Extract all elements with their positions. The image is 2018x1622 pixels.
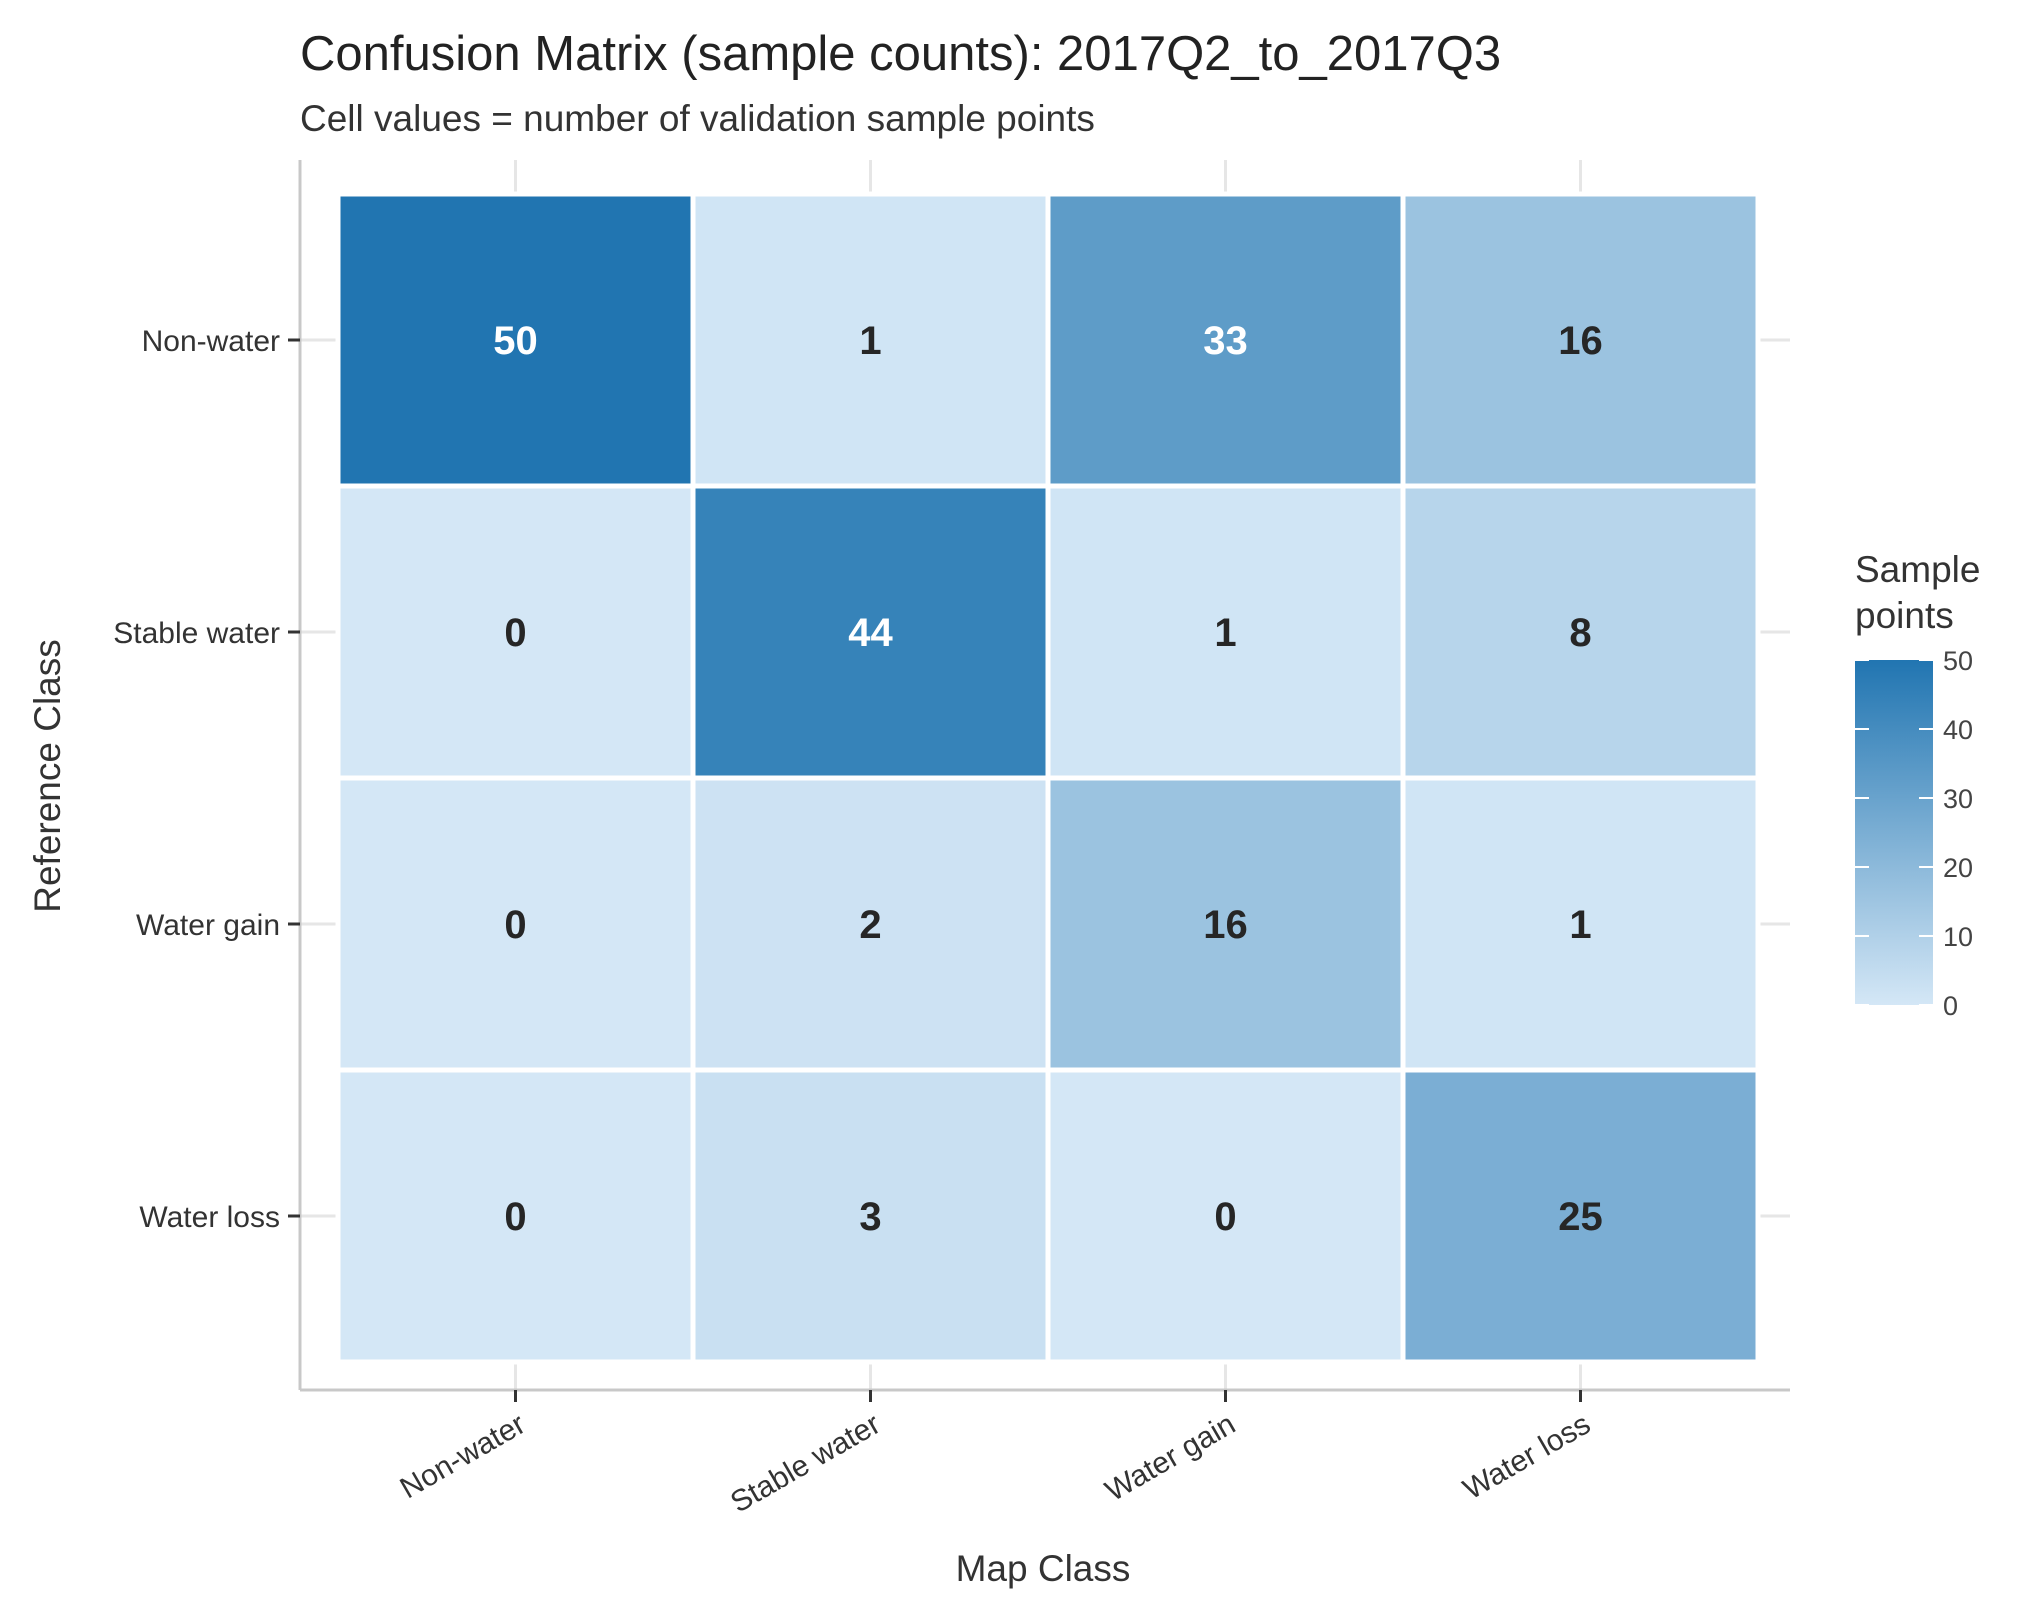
cell-value-label: 16 <box>1558 319 1603 363</box>
cell-value-label: 1 <box>1214 611 1236 655</box>
legend-tick-label: 20 <box>1943 853 1973 883</box>
heatmap-cell <box>1045 775 1406 1073</box>
legend-tick-label: 0 <box>1943 991 1958 1021</box>
heatmap-cell <box>335 1067 696 1365</box>
heatmap-cell <box>1045 1067 1406 1365</box>
x-tick-label: Water loss <box>1458 1407 1596 1506</box>
y-tick-labels: Non-water Stable water Water gain Water los… <box>113 325 280 1234</box>
cell-value-label: 0 <box>504 903 526 947</box>
cell-value-label: 50 <box>493 319 538 363</box>
x-tick-label: Stable water <box>725 1407 886 1519</box>
cell-value-label: 16 <box>1203 903 1248 947</box>
x-tick-label: Water gain <box>1100 1407 1241 1508</box>
color-legend: Sample points 0 10 20 30 40 50 <box>1855 549 1980 1021</box>
x-axis-title: Map Class <box>956 1548 1131 1589</box>
legend-title-line-1: Sample <box>1855 549 1980 590</box>
cell-value-label: 2 <box>859 903 881 947</box>
chart-subtitle: Cell values = number of validation sampl… <box>300 98 1095 139</box>
heatmap-cell <box>1400 1067 1761 1365</box>
legend-tick-label: 30 <box>1943 784 1973 814</box>
x-tick-labels: Non-water Stable water Water gain Water los… <box>395 1407 1596 1519</box>
heatmap-cell <box>690 1067 1051 1365</box>
x-tick-label: Non-water <box>395 1407 531 1505</box>
cell-value-label: 0 <box>504 611 526 655</box>
legend-title-line-2: points <box>1855 595 1954 636</box>
cell-value-label: 25 <box>1558 1195 1603 1239</box>
axes <box>288 160 1790 1402</box>
chart-title: Confusion Matrix (sample counts): 2017Q2… <box>300 27 1501 81</box>
cell-value-label: 33 <box>1203 319 1248 363</box>
y-tick-label: Water loss <box>139 1201 280 1234</box>
legend-tick-label: 40 <box>1943 715 1973 745</box>
cell-value-label: 1 <box>1569 903 1591 947</box>
legend-colorbar <box>1855 660 1933 1005</box>
legend-tick-label: 10 <box>1943 922 1973 952</box>
heatmap-cell <box>1400 775 1761 1073</box>
cell-value-label: 44 <box>848 611 893 655</box>
heatmap-cell <box>335 191 696 489</box>
heatmap-cell <box>690 483 1051 781</box>
y-tick-label: Water gain <box>136 909 280 942</box>
legend-tick-label: 50 <box>1943 646 1973 676</box>
y-tick-label: Non-water <box>142 325 280 358</box>
heatmap-cell <box>1400 191 1761 489</box>
y-axis-title: Reference Class <box>27 639 68 913</box>
heatmap-cells: 50 1 33 16 0 44 1 8 0 2 16 1 0 3 0 25 <box>335 191 1761 1365</box>
cell-value-label: 1 <box>859 319 881 363</box>
y-tick-label: Stable water <box>113 617 280 650</box>
heatmap-cell <box>1400 483 1761 781</box>
cell-value-label: 8 <box>1569 611 1591 655</box>
heatmap-cell <box>690 191 1051 489</box>
heatmap-cell <box>1045 483 1406 781</box>
cell-value-label: 0 <box>504 1195 526 1239</box>
cell-value-label: 3 <box>859 1195 881 1239</box>
legend-ticks: 0 10 20 30 40 50 <box>1855 646 1973 1021</box>
cell-value-label: 0 <box>1214 1195 1236 1239</box>
